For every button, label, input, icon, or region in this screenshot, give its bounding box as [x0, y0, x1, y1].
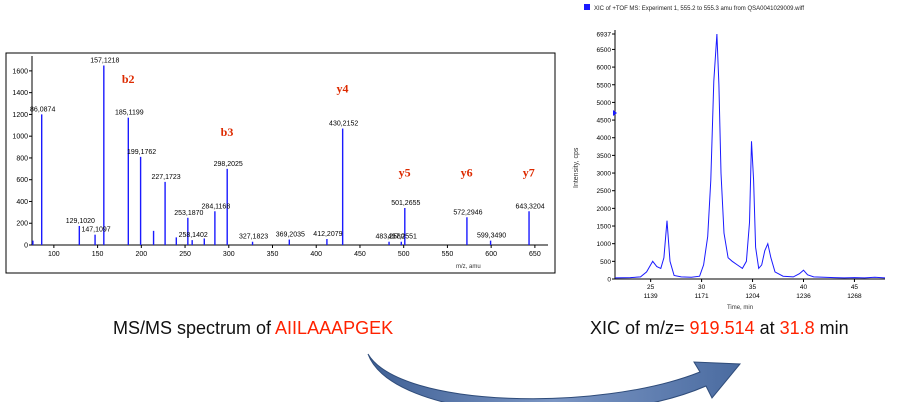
ion-annotation-y6: y6 [461, 165, 473, 179]
msms-x-tick-label: 400 [310, 251, 322, 258]
msms-peak-label: 298,2025 [214, 161, 243, 168]
xic-legend-swatch [584, 4, 590, 10]
msms-caption-text: MS/MS spectrum of [113, 318, 276, 338]
xic-legend-text: XIC of +TOF MS: Experiment 1, 555.2 to 5… [594, 6, 804, 12]
msms-peak-label: 258,1402 [179, 232, 208, 239]
msms-y-tick-label: 1600 [12, 68, 28, 75]
msms-x-tick-label: 350 [267, 251, 279, 258]
xic-y-tick-label: 5000 [597, 100, 612, 107]
xic-time-value: 31.8 [779, 318, 815, 338]
msms-y-tick-label: 0 [24, 243, 28, 250]
xic-scan-tick-label: 1204 [745, 293, 760, 300]
msms-x-axis-label: m/z, amu [456, 264, 481, 270]
msms-y-tick-label: 1400 [12, 90, 28, 97]
msms-peak-label: 129,1020 [66, 218, 95, 225]
xic-x-tick-label: 40 [800, 284, 808, 291]
msms-x-tick-label: 250 [179, 251, 191, 258]
msms-peak-label: 497,2551 [388, 234, 417, 241]
xic-y-tick-label: 1500 [597, 224, 612, 231]
xic-y-axis-label: Intensity, cps [573, 147, 580, 188]
xic-caption-suffix: min [814, 318, 849, 338]
xic-x-tick-label: 35 [749, 284, 757, 291]
msms-y-tick-label: 200 [16, 221, 28, 228]
xic-y-tick-label: 6500 [597, 47, 612, 54]
xic-x-tick-label: 45 [851, 284, 859, 291]
msms-peak-label: 430,2152 [329, 121, 358, 128]
xic-y-tick-label: 2000 [597, 206, 612, 213]
msms-peak-label: 327,1823 [239, 234, 268, 241]
msms-x-tick-label: 100 [48, 251, 60, 258]
xic-y-tick-label: 4000 [597, 135, 612, 142]
msms-peak-label: 369,2035 [276, 232, 305, 239]
xic-scan-tick-label: 1268 [847, 293, 862, 300]
xic-caption-prefix: XIC of m/z= [590, 318, 690, 338]
msms-x-tick-label: 300 [223, 251, 235, 258]
msms-peak-label: 227,1723 [151, 174, 180, 181]
xic-scan-tick-label: 1139 [644, 293, 658, 300]
ion-annotation-b2: b2 [122, 72, 135, 86]
msms-y-tick-label: 1000 [12, 134, 28, 141]
xic-mz-value: 919.514 [689, 318, 755, 338]
msms-x-tick-label: 500 [398, 251, 410, 258]
xic-caption: XIC of m/z= 919.514 at 31.8 min [590, 318, 849, 339]
xic-series-line [614, 33, 886, 279]
xic-y-tick-label: 6000 [597, 65, 612, 72]
xic-y-tick-label: 500 [600, 259, 611, 266]
xic-marker-icon [613, 110, 617, 116]
msms-frame [5, 52, 556, 274]
msms-peak-label: 86,0874 [30, 106, 55, 113]
msms-peak-label: 199,1762 [127, 149, 156, 156]
xic-y-tick-label: 1000 [597, 241, 612, 248]
xic-y-tick-label: 3000 [597, 171, 612, 178]
msms-x-tick-label: 550 [442, 251, 454, 258]
xic-y-tick-label: 4500 [597, 118, 612, 125]
msms-x-tick-label: 450 [354, 251, 366, 258]
curved-arrow-icon [367, 353, 742, 402]
msms-peak-label: 157,1218 [90, 57, 119, 64]
msms-peak-label: 147,1097 [81, 227, 110, 234]
msms-peak-label: 483,2580 [375, 234, 404, 241]
msms-peak-label: 599,3490 [477, 233, 506, 240]
msms-peak-label: 412,2079 [313, 231, 342, 238]
ion-annotation-y4: y4 [336, 82, 348, 96]
xic-x-tick-label: 25 [647, 284, 655, 291]
msms-peak-label: 572,2946 [453, 209, 482, 216]
ion-annotation-y5: y5 [399, 165, 411, 179]
msms-peak-label: 284,1168 [202, 203, 231, 210]
msms-peak-label: 501,2655 [391, 200, 420, 207]
xic-scan-tick-label: 1236 [796, 293, 811, 300]
xic-caption-mid: at [754, 318, 780, 338]
msms-x-tick-label: 600 [485, 251, 497, 258]
xic-y-tick-label: 5500 [597, 82, 612, 89]
peptide-sequence: AIILAAAPGEK [275, 318, 394, 338]
xic-y-tick-label: 3500 [597, 153, 612, 160]
msms-x-tick-label: 650 [529, 251, 541, 258]
xic-y-tick-label: 2500 [597, 188, 612, 195]
msms-peak-label: 253,1870 [174, 210, 203, 217]
xic-scan-tick-label: 1171 [695, 293, 709, 300]
xic-x-tick-label: 30 [698, 284, 706, 291]
ion-annotation-y7: y7 [523, 165, 535, 179]
msms-peak-label: 643,3204 [515, 203, 544, 210]
msms-x-tick-label: 200 [135, 251, 147, 258]
msms-x-tick-label: 150 [92, 251, 104, 258]
xic-y-tick-label: 6937 [597, 32, 612, 39]
msms-y-tick-label: 1200 [12, 112, 28, 119]
ion-annotation-b3: b3 [221, 125, 234, 139]
msms-y-tick-label: 600 [16, 177, 28, 184]
msms-y-tick-label: 400 [16, 199, 28, 206]
msms-caption: MS/MS spectrum of AIILAAAPGEK [113, 318, 393, 339]
xic-x-axis-label: Time, min [727, 305, 753, 311]
xic-y-tick-label: 0 [607, 277, 611, 284]
msms-y-tick-label: 800 [16, 155, 28, 162]
msms-peak-label: 185,1199 [115, 110, 144, 117]
